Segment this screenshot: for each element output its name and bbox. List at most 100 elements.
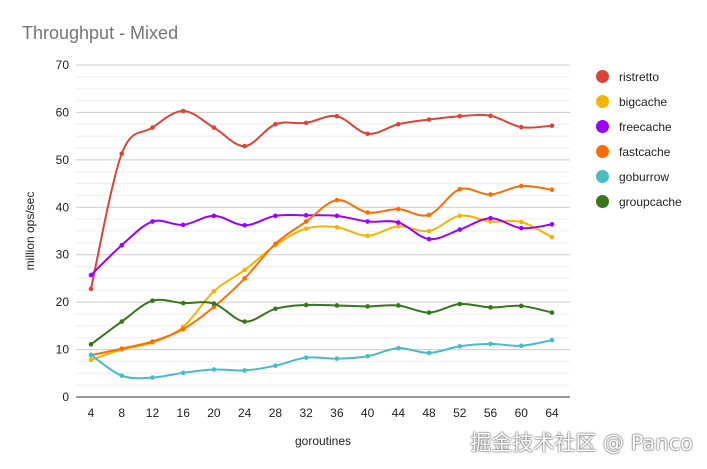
data-point-goburrow [88,352,94,358]
legend-item-fastcache[interactable]: fastcache [596,139,682,164]
data-point-fastcache [273,241,278,247]
data-point-fastcache [426,212,432,218]
legend-item-groupcache[interactable]: groupcache [596,189,682,214]
legend: ristretto bigcache freecache fastcache gobur… [596,64,682,214]
data-point-fastcache [180,326,186,332]
data-point-ristretto [396,121,401,127]
x-tick-label: 8 [118,406,125,420]
data-point-ristretto [334,113,340,119]
data-point-groupcache [426,310,432,315]
data-point-freecache [303,213,309,218]
x-tick-label: 32 [299,406,313,420]
data-point-bigcache [365,233,370,239]
legend-marker-icon [596,195,609,208]
data-point-bigcache [88,357,94,363]
data-point-groupcache [150,298,155,304]
data-point-goburrow [119,373,125,378]
data-point-groupcache [180,300,186,306]
x-tick-label: 44 [392,406,406,420]
data-point-ristretto [88,286,94,292]
data-point-ristretto [119,151,125,156]
data-point-goburrow [150,375,155,380]
x-tick-label: 16 [177,406,191,420]
data-point-ristretto [242,143,247,149]
data-point-fastcache [303,219,309,224]
data-point-bigcache [426,228,432,234]
data-point-fastcache [457,186,463,192]
y-tick-label: 30 [56,248,70,262]
legend-item-bigcache[interactable]: bigcache [596,89,682,114]
data-point-groupcache [303,302,309,308]
x-axis-label: goroutines [295,434,351,448]
legend-label: bigcache [619,94,668,109]
data-point-goburrow [334,356,340,361]
data-point-goburrow [518,343,524,349]
data-point-fastcache [518,183,524,189]
data-point-ristretto [180,108,186,114]
x-tick-label: 12 [146,406,160,420]
legend-label: freecache [619,119,672,134]
data-point-freecache [119,242,125,248]
series-line-groupcache [90,298,553,346]
data-point-freecache [88,272,94,278]
data-point-freecache [396,220,401,225]
data-point-freecache [273,213,278,219]
data-point-fastcache [242,276,247,281]
x-tick-label: 52 [453,406,467,420]
legend-item-freecache[interactable]: freecache [596,114,682,139]
y-tick-label: 60 [56,105,70,119]
legend-marker-icon [596,170,609,183]
legend-label: groupcache [619,194,682,209]
data-point-goburrow [396,345,401,351]
data-point-ristretto [211,125,217,130]
x-tick-label: 48 [422,406,436,420]
legend-label: ristretto [619,69,660,84]
x-tick-label: 4 [88,406,95,420]
data-point-bigcache [518,219,524,225]
legend-item-ristretto[interactable]: ristretto [596,64,682,89]
data-point-goburrow [273,363,278,368]
data-point-goburrow [303,355,309,360]
y-tick-label: 40 [56,200,70,214]
data-point-groupcache [211,301,217,306]
legend-marker-icon [596,95,609,108]
data-point-ristretto [273,121,278,127]
data-point-fastcache [549,187,555,193]
data-point-goburrow [426,350,432,356]
data-point-bigcache [488,219,493,224]
data-point-goburrow [242,368,247,373]
data-point-freecache [180,222,186,228]
y-tick-label: 50 [56,153,70,167]
data-point-ristretto [488,113,493,119]
x-tick-label: 36 [330,406,344,420]
data-point-fastcache [365,210,370,215]
x-tick-label: 24 [238,406,252,420]
x-tick-label: 40 [361,406,375,420]
x-tick-label: 56 [484,406,498,420]
data-point-freecache [365,219,370,224]
y-tick-label: 10 [56,343,70,357]
data-point-bigcache [457,213,463,219]
legend-item-goburrow[interactable]: goburrow [596,164,682,189]
data-point-bigcache [242,267,247,273]
data-point-groupcache [334,303,340,308]
data-point-groupcache [488,305,493,310]
data-point-groupcache [119,319,125,324]
legend-label: fastcache [619,144,671,159]
data-point-bigcache [303,226,309,231]
data-point-freecache [334,213,340,219]
data-point-goburrow [488,341,493,347]
watermark: 掘金技术社区 @ Panco [470,431,693,455]
data-point-goburrow [211,367,217,372]
data-point-freecache [426,236,432,242]
data-point-groupcache [549,310,555,315]
legend-label: goburrow [619,169,670,184]
data-point-fastcache [334,197,340,203]
data-point-freecache [242,223,247,228]
chart-title: Throughput - Mixed [22,23,179,43]
y-axis-label: million ops/sec [23,192,37,271]
y-tick-label: 0 [62,390,69,404]
y-tick-label: 70 [56,58,70,72]
data-point-fastcache [488,192,493,197]
